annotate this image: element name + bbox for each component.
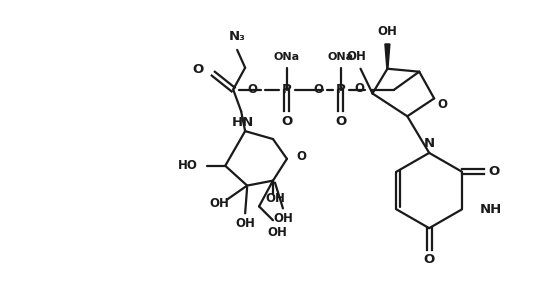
Text: O: O bbox=[488, 165, 499, 178]
Text: OH: OH bbox=[347, 50, 366, 63]
Text: O: O bbox=[354, 82, 365, 95]
Text: OH: OH bbox=[265, 192, 285, 205]
Text: P: P bbox=[335, 83, 345, 96]
Text: OH: OH bbox=[209, 197, 229, 210]
Text: O: O bbox=[192, 63, 203, 76]
Text: OH: OH bbox=[273, 212, 293, 225]
Polygon shape bbox=[385, 44, 390, 69]
Text: ONa: ONa bbox=[327, 52, 354, 62]
Text: O: O bbox=[423, 253, 435, 266]
Text: HO: HO bbox=[177, 159, 197, 172]
Text: NH: NH bbox=[480, 203, 502, 216]
Text: OH: OH bbox=[267, 226, 287, 239]
Text: O: O bbox=[247, 83, 257, 96]
Text: OH: OH bbox=[377, 25, 397, 37]
Text: O: O bbox=[335, 115, 346, 128]
Text: O: O bbox=[437, 98, 447, 111]
Text: OH: OH bbox=[235, 217, 255, 230]
Text: ONa: ONa bbox=[274, 52, 300, 62]
Text: P: P bbox=[282, 83, 292, 96]
Text: N: N bbox=[424, 138, 435, 150]
Text: HN: HN bbox=[232, 116, 254, 129]
Text: N₃: N₃ bbox=[229, 29, 246, 43]
Text: O: O bbox=[281, 115, 293, 128]
Text: O: O bbox=[297, 150, 307, 163]
Text: O: O bbox=[314, 83, 324, 96]
